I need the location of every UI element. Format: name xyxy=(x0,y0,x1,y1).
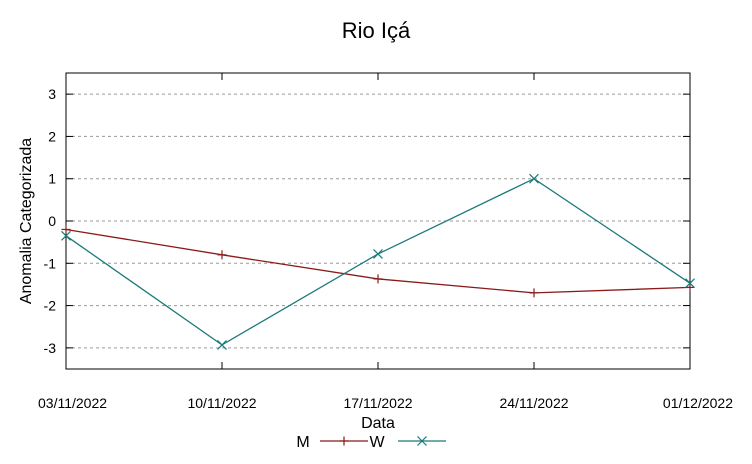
x-tick-label: 24/11/2022 xyxy=(499,395,568,411)
chart-title: Rio Içá xyxy=(342,18,411,43)
y-tick-label: -2 xyxy=(44,298,57,314)
legend-marker xyxy=(417,436,427,446)
y-axis-label: Anomalia Categorizada xyxy=(18,138,35,304)
y-tick-label: 2 xyxy=(48,128,56,144)
y-tick-label: 3 xyxy=(48,86,56,102)
legend-item-M: M xyxy=(296,434,368,451)
legend-label: W xyxy=(369,434,385,451)
y-tick-label: -1 xyxy=(44,255,57,271)
data-point-M xyxy=(529,288,539,298)
y-tick-label: 0 xyxy=(48,213,56,229)
data-point-W xyxy=(61,230,71,241)
y-axis-ticks: 3 2 1 0 -1 -2 -3 xyxy=(44,86,690,356)
series-layer xyxy=(61,173,695,350)
y-tick-label: 1 xyxy=(48,171,56,187)
x-axis-label: Data xyxy=(361,415,395,432)
legend-marker xyxy=(339,436,349,446)
series-W xyxy=(61,173,695,350)
series-line-W xyxy=(65,177,691,346)
legend-item-W: W xyxy=(369,434,446,451)
data-point-M xyxy=(685,282,695,292)
x-tick-label: 01/12/2022 xyxy=(663,395,733,411)
x-tick-label: 10/11/2022 xyxy=(187,395,256,411)
x-axis-ticks: 03/11/2022 10/11/2022 17/11/2022 24/11/2022… xyxy=(38,73,733,411)
x-tick-label: 03/11/2022 xyxy=(38,395,107,411)
data-point-M xyxy=(61,224,71,234)
series-M xyxy=(61,224,695,298)
grid-layer xyxy=(66,93,690,349)
data-point-W xyxy=(373,249,383,259)
data-point-W xyxy=(685,278,695,289)
data-point-W xyxy=(529,173,539,184)
y-tick-label: -3 xyxy=(44,340,57,356)
data-point-W xyxy=(217,339,227,350)
data-point-M xyxy=(217,250,227,260)
data-point-M xyxy=(373,274,383,284)
legend-label: M xyxy=(296,434,309,451)
x-tick-label: 17/11/2022 xyxy=(343,395,412,411)
